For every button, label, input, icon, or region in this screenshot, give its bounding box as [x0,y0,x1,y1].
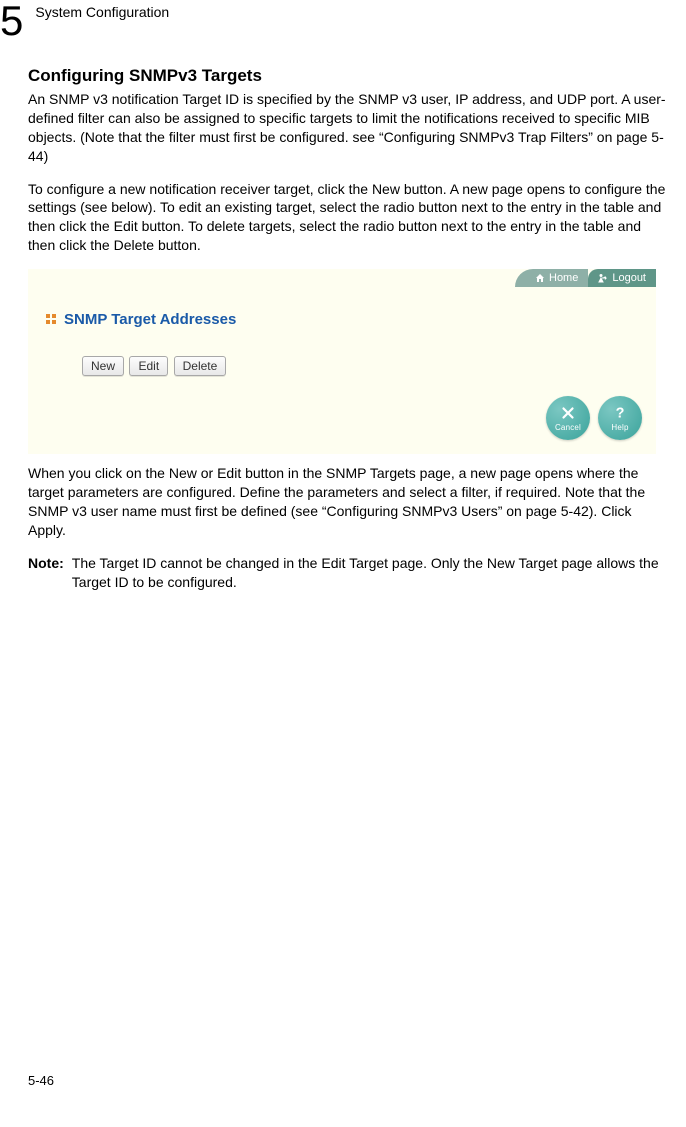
edit-button[interactable]: Edit [129,356,168,376]
paragraph-2: To configure a new notification receiver… [28,180,666,256]
chapter-number: 5 [0,0,23,42]
cancel-button[interactable]: Cancel [546,396,590,440]
section-title: Configuring SNMPv3 Targets [28,66,666,86]
logout-icon [598,273,608,283]
panel-title: SNMP Target Addresses [64,311,236,328]
help-label: Help [611,423,628,432]
new-button[interactable]: New [82,356,124,376]
chapter-title: System Configuration [35,0,169,20]
logout-tab-label: Logout [612,272,646,284]
panel-title-icon [46,314,58,326]
logout-tab[interactable]: Logout [588,269,656,287]
help-icon: ? [611,404,629,422]
note-text: The Target ID cannot be changed in the E… [72,554,666,592]
cancel-icon [559,404,577,422]
cancel-label: Cancel [555,423,581,432]
note-label: Note: [28,554,64,592]
delete-button[interactable]: Delete [174,356,227,376]
home-tab[interactable]: Home [515,269,588,287]
page-number: 5-46 [28,1073,54,1088]
paragraph-3: When you click on the New or Edit button… [28,464,666,540]
help-button[interactable]: ? Help [598,396,642,440]
home-icon [535,273,545,283]
svg-text:?: ? [616,406,625,422]
snmp-targets-screenshot: Home Logout SNMP Target Addr [28,269,656,454]
paragraph-1: An SNMP v3 notification Target ID is spe… [28,90,666,166]
home-tab-label: Home [549,272,578,284]
